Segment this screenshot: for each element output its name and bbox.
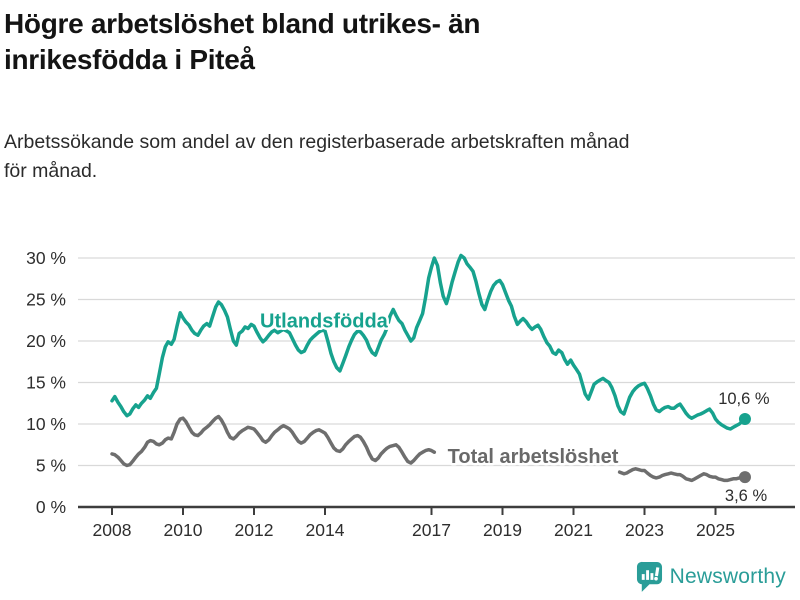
series-end-dot — [738, 413, 751, 426]
x-tick-label: 2023 — [625, 520, 664, 540]
series-end-dot — [738, 471, 751, 484]
subtitle-line-1: Arbetssökande som andel av den registerb… — [4, 131, 630, 153]
subtitle-line-2: för månad. — [4, 160, 98, 182]
y-tick-label: 25 % — [26, 290, 66, 310]
series-line-total — [617, 467, 747, 483]
series-label: Total arbetslöshet — [448, 446, 619, 468]
y-tick-label: 5 % — [36, 456, 66, 476]
y-tick-label: 15 % — [26, 373, 66, 393]
x-tick-label: 2012 — [235, 520, 274, 540]
series-line-total — [110, 414, 437, 468]
y-tick-label: 30 % — [26, 248, 66, 268]
page-title: Högre arbetslöshet bland utrikes- än inri… — [4, 6, 784, 78]
series-label: Utlandsfödda — [260, 311, 389, 333]
brand-name: Newsworthy — [669, 564, 786, 588]
x-tick-label: 2025 — [696, 520, 735, 540]
x-tick-label: 2008 — [93, 520, 132, 540]
x-tick-label: 2010 — [164, 520, 203, 540]
end-value-label: 3,6 % — [725, 487, 768, 505]
title-line-1: Högre arbetslöshet bland utrikes- än — [4, 8, 481, 39]
y-tick-label: 0 % — [36, 497, 66, 517]
title-line-2: inrikesfödda i Piteå — [4, 44, 255, 75]
series-line-utlandsfodda — [110, 253, 747, 431]
chart-header: Högre arbetslöshet bland utrikes- än inri… — [4, 6, 784, 186]
x-tick-label: 2021 — [554, 520, 593, 540]
x-tick-label: 2014 — [306, 520, 345, 540]
x-tick-label: 2017 — [412, 520, 451, 540]
y-tick-label: 20 % — [26, 331, 66, 351]
x-tick-label: 2019 — [483, 520, 522, 540]
bar-chart-speech-bubble-icon — [636, 561, 662, 592]
brand-footer: Newsworthy — [636, 561, 786, 592]
y-tick-label: 10 % — [26, 414, 66, 434]
page-subtitle: Arbetssökande som andel av den registerb… — [4, 128, 784, 186]
end-value-label: 10,6 % — [718, 390, 770, 408]
